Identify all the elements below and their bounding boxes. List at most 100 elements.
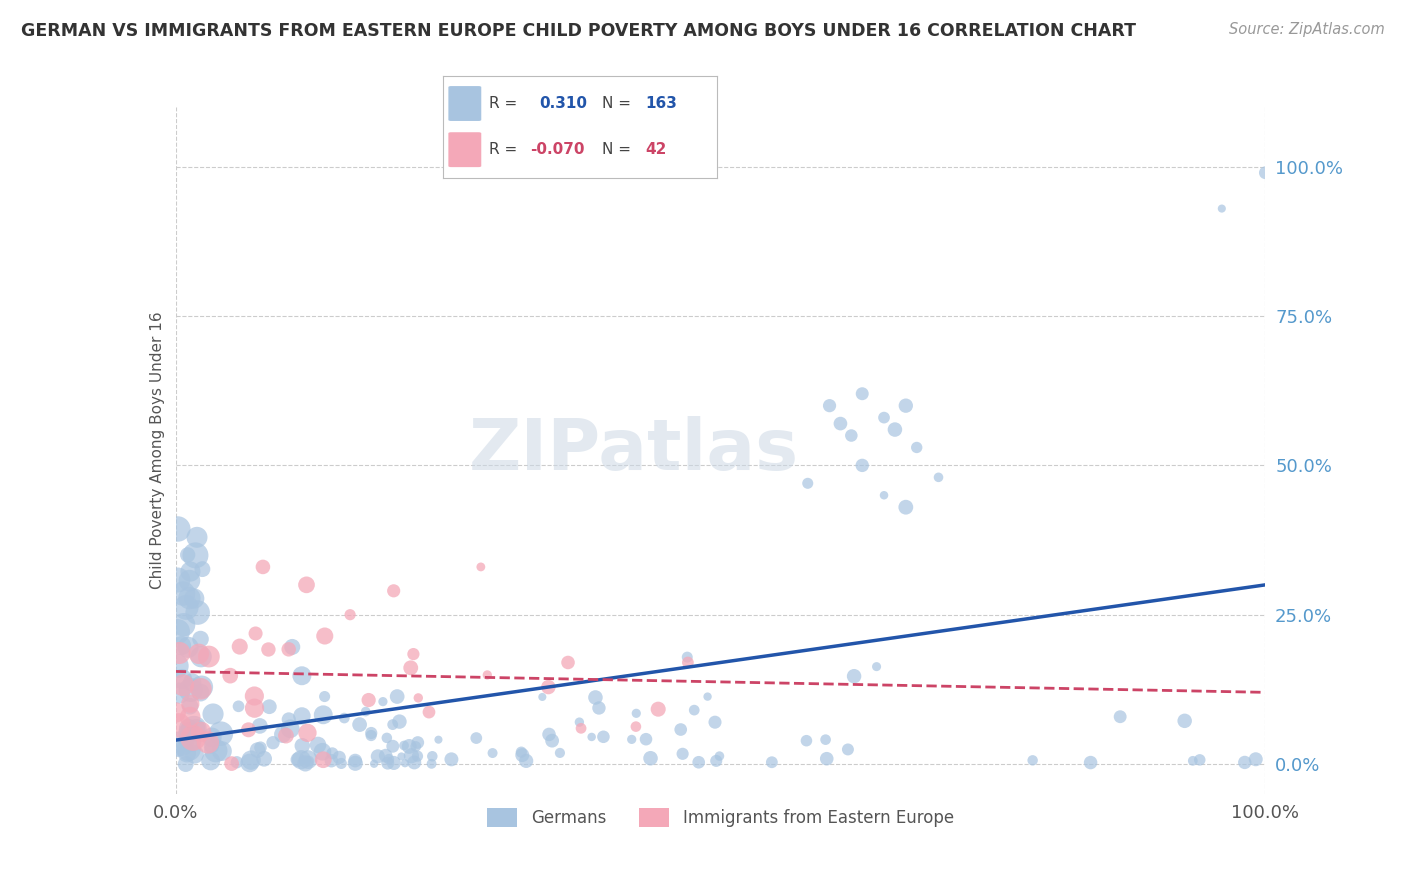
Point xyxy=(179,565,201,579)
Point xyxy=(401,748,423,763)
Point xyxy=(243,689,266,703)
Point xyxy=(477,668,499,682)
Point xyxy=(1174,714,1197,728)
Point xyxy=(291,739,314,753)
Point xyxy=(851,386,873,401)
Point xyxy=(281,640,304,654)
Point xyxy=(190,681,212,696)
Point xyxy=(167,718,190,732)
Point xyxy=(198,649,221,664)
Point xyxy=(314,629,336,643)
Point xyxy=(363,756,385,771)
Point xyxy=(676,656,699,670)
Point xyxy=(1109,709,1132,723)
Text: -0.070: -0.070 xyxy=(530,142,585,157)
Point xyxy=(465,731,488,745)
Text: 42: 42 xyxy=(645,142,668,157)
Point xyxy=(515,754,537,768)
Point xyxy=(245,626,267,640)
Point xyxy=(349,717,371,731)
Point xyxy=(287,753,309,767)
Point xyxy=(176,747,198,761)
Point xyxy=(209,727,232,741)
Point xyxy=(328,750,350,764)
Point xyxy=(243,701,266,715)
Point xyxy=(481,746,503,760)
Point xyxy=(381,739,404,754)
Point xyxy=(548,746,571,760)
Point xyxy=(360,726,382,740)
Point xyxy=(170,639,193,653)
Point xyxy=(404,756,426,770)
Point xyxy=(229,640,252,654)
Point xyxy=(696,690,718,704)
Point xyxy=(818,399,841,413)
Point xyxy=(1188,753,1211,767)
Point xyxy=(297,753,319,767)
Point xyxy=(170,672,193,686)
Point xyxy=(894,500,917,515)
Point xyxy=(360,729,382,743)
Point xyxy=(440,752,463,766)
Point xyxy=(271,727,294,741)
Point xyxy=(388,714,411,729)
Point xyxy=(688,756,710,770)
Point xyxy=(427,732,450,747)
Point xyxy=(170,737,193,751)
Point xyxy=(165,659,187,673)
Point xyxy=(177,722,200,736)
Point xyxy=(1181,754,1204,768)
Point xyxy=(181,675,204,690)
Point xyxy=(169,686,191,700)
Point xyxy=(197,735,219,749)
Point xyxy=(179,710,201,724)
Point xyxy=(391,749,413,764)
Point xyxy=(592,730,614,744)
Point xyxy=(815,752,838,766)
Point xyxy=(249,740,271,755)
Point xyxy=(704,754,727,768)
Point xyxy=(683,703,706,717)
Point xyxy=(166,573,188,587)
Point xyxy=(186,530,208,544)
Point xyxy=(634,732,657,747)
Point xyxy=(200,739,222,753)
Point xyxy=(1021,753,1043,767)
Point xyxy=(277,713,299,727)
Point xyxy=(761,756,783,770)
Point xyxy=(294,756,316,771)
Point xyxy=(620,732,643,747)
Point xyxy=(166,742,188,756)
Point xyxy=(190,685,212,699)
Point xyxy=(1244,752,1267,766)
Point xyxy=(190,680,212,694)
Text: N =: N = xyxy=(602,96,631,111)
Y-axis label: Child Poverty Among Boys Under 16: Child Poverty Among Boys Under 16 xyxy=(149,311,165,590)
Point xyxy=(190,632,212,646)
Point xyxy=(378,752,401,766)
Point xyxy=(894,399,917,413)
Point xyxy=(392,739,415,753)
Point xyxy=(173,617,195,632)
Point xyxy=(240,753,263,767)
Point xyxy=(344,754,367,768)
Point xyxy=(339,607,361,622)
Point xyxy=(190,649,212,664)
Point xyxy=(278,722,301,736)
Point xyxy=(205,744,228,758)
Point xyxy=(259,699,281,714)
Text: 0.310: 0.310 xyxy=(538,96,586,111)
Point xyxy=(398,739,420,754)
Point xyxy=(647,702,669,716)
Point xyxy=(406,690,429,705)
Point xyxy=(174,757,197,772)
Point xyxy=(537,727,560,741)
Point xyxy=(873,488,896,502)
Point xyxy=(588,701,610,715)
Point xyxy=(307,738,329,752)
Point xyxy=(394,756,416,771)
Point xyxy=(165,706,187,720)
Point xyxy=(510,748,533,763)
Point xyxy=(166,624,188,639)
Point xyxy=(295,578,318,592)
